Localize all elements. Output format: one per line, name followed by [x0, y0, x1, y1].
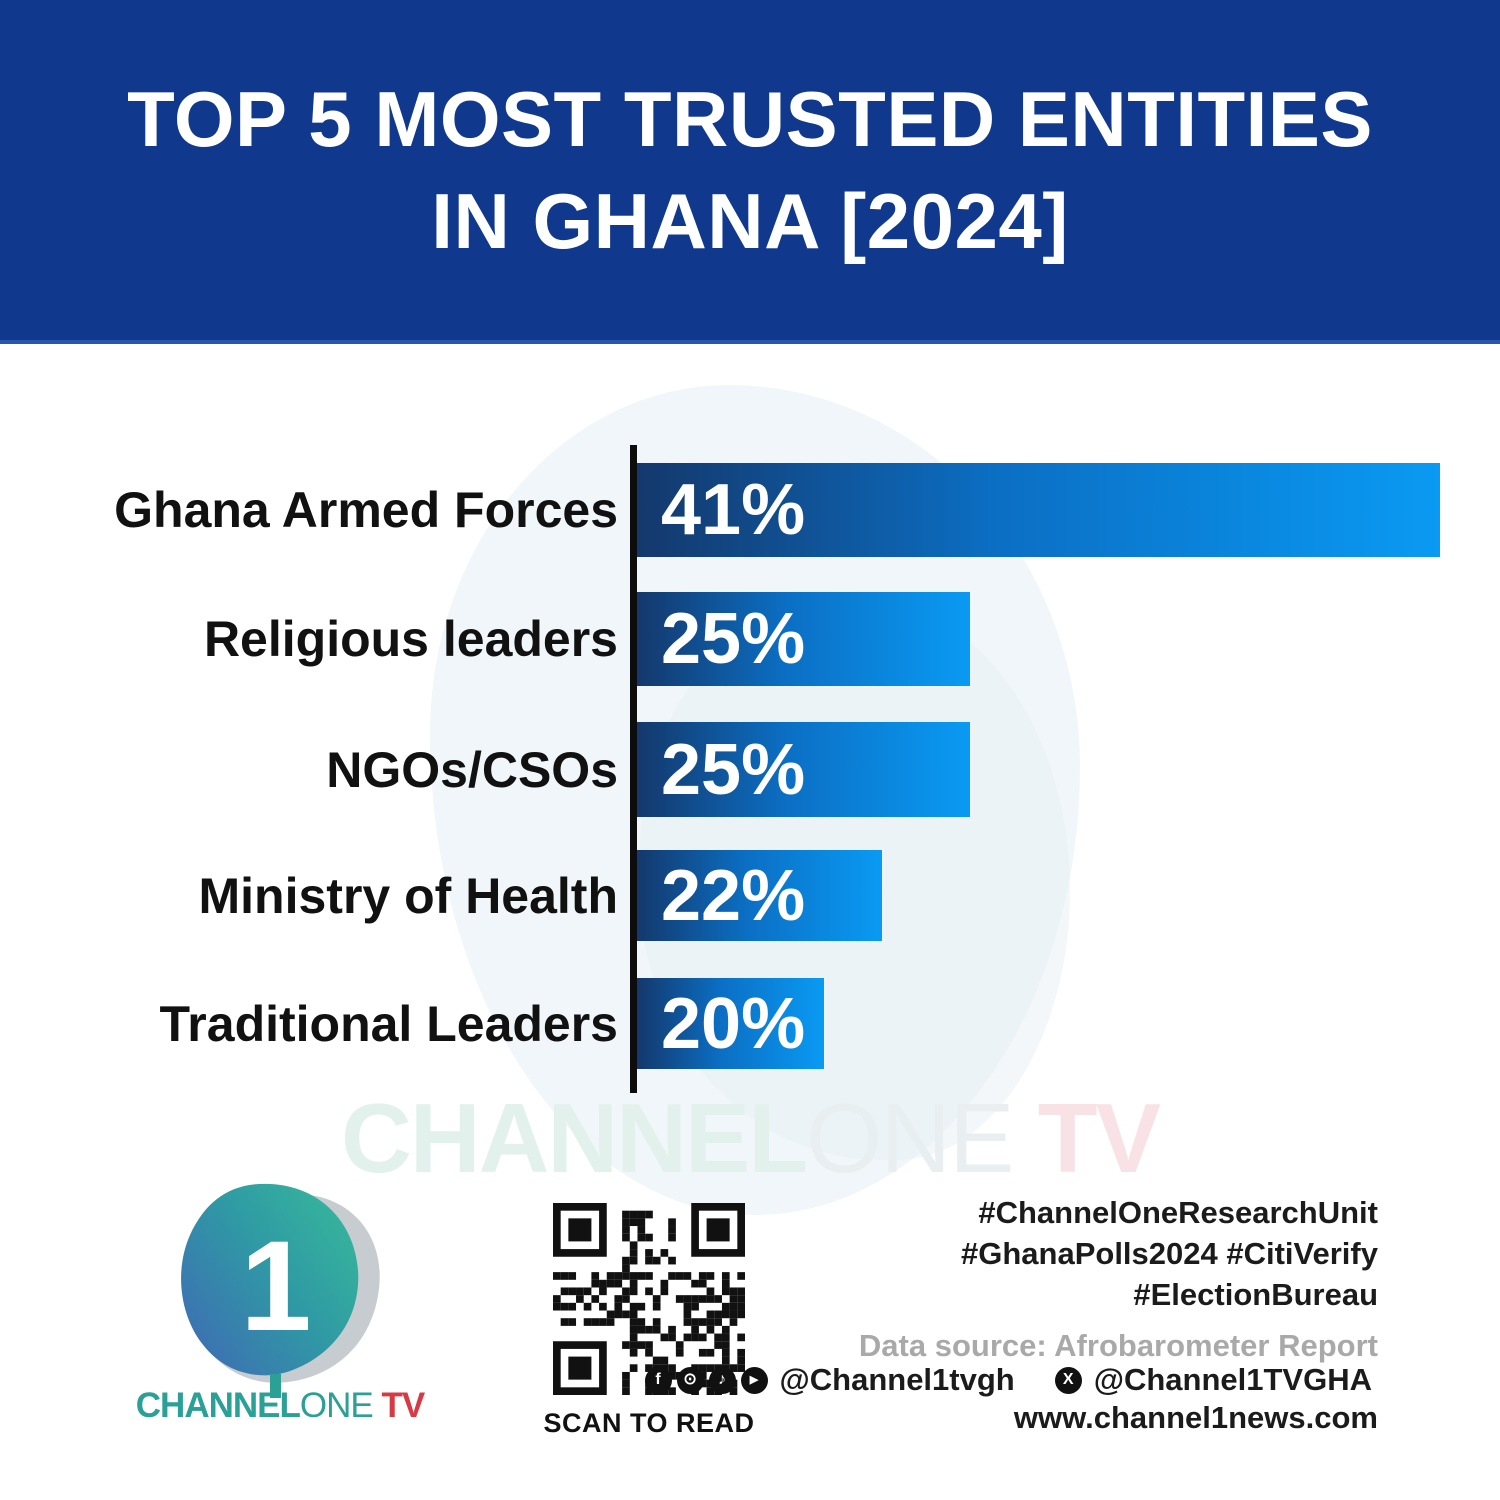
logo-numeral-tail	[270, 1374, 281, 1398]
watermark-channel: CHANNEL	[341, 1083, 808, 1193]
bar: 25%	[637, 722, 970, 817]
header-banner: TOP 5 MOST TRUSTED ENTITIES IN GHANA [20…	[0, 0, 1500, 344]
social-handle-x: @Channel1TVGHA	[1093, 1362, 1372, 1397]
hashtag-line2: #GhanaPolls2024 #CitiVerify	[961, 1236, 1378, 1271]
page-title-line1: TOP 5 MOST TRUSTED ENTITIES	[127, 75, 1373, 163]
hashtag-line1: #ChannelOneResearchUnit	[978, 1195, 1378, 1230]
page-title-line2: IN GHANA [2024]	[431, 177, 1069, 265]
bar-category-label: NGOs/CSOs	[326, 741, 618, 798]
channel-one-logo: 1	[158, 1178, 398, 1398]
page-title: TOP 5 MOST TRUSTED ENTITIES IN GHANA [20…	[127, 68, 1373, 272]
wordmark-tv: TV	[372, 1386, 425, 1425]
bar-category-label: Ghana Armed Forces	[114, 482, 618, 538]
bar: 20%	[637, 978, 824, 1069]
website-url: www.channel1news.com	[1013, 1400, 1378, 1435]
wordmark-channel: CHANNEL	[135, 1386, 301, 1425]
bar: 22%	[637, 850, 882, 941]
social-handle-main: @Channel1tvgh	[779, 1362, 1015, 1397]
channel-one-logo-mark: 1	[181, 1183, 380, 1398]
data-source-note: Data source: Afrobarometer Report	[858, 1328, 1378, 1363]
bar-value-label: 22%	[661, 855, 806, 936]
youtube-icon: ▶	[740, 1366, 768, 1394]
facebook-icon: f	[644, 1366, 672, 1394]
channel-one-wordmark: CHANNELONE TV	[120, 1386, 440, 1426]
bar-category-label: Ministry of Health	[198, 867, 618, 924]
bar: 25%	[637, 592, 970, 686]
bar-value-label: 25%	[661, 599, 806, 679]
bar-category-label: Traditional Leaders	[159, 995, 618, 1052]
hashtags-block: #ChannelOneResearchUnit #GhanaPolls2024 …	[678, 1192, 1378, 1315]
logo-numeral-1: 1	[240, 1215, 311, 1358]
social-icons: f ⊙ ♪ ▶	[644, 1366, 768, 1394]
x-icon: X	[1054, 1366, 1082, 1394]
bar-value-label: 41%	[661, 470, 806, 550]
channel-one-text-watermark: CHANNELONE TV	[0, 1082, 1500, 1195]
logo-pebble	[181, 1183, 359, 1376]
chart-axis-line	[630, 445, 637, 1093]
hashtag-line3: #ElectionBureau	[1133, 1277, 1378, 1312]
watermark-one: ONE	[806, 1083, 1014, 1193]
bar-value-label: 20%	[661, 983, 806, 1064]
qr-caption: SCAN TO READ	[543, 1408, 755, 1438]
bar: 41%	[637, 463, 1440, 557]
instagram-icon: ⊙	[676, 1366, 704, 1394]
bar-category-label: Religious leaders	[203, 611, 618, 667]
tiktok-icon: ♪	[708, 1366, 736, 1394]
bar-value-label: 25%	[661, 729, 806, 810]
wordmark-one: ONE	[299, 1386, 374, 1425]
social-handles-row: f ⊙ ♪ ▶ @Channel1tvgh X @Channel1TVGHA	[644, 1362, 1378, 1398]
watermark-tv: TV	[1012, 1083, 1161, 1193]
